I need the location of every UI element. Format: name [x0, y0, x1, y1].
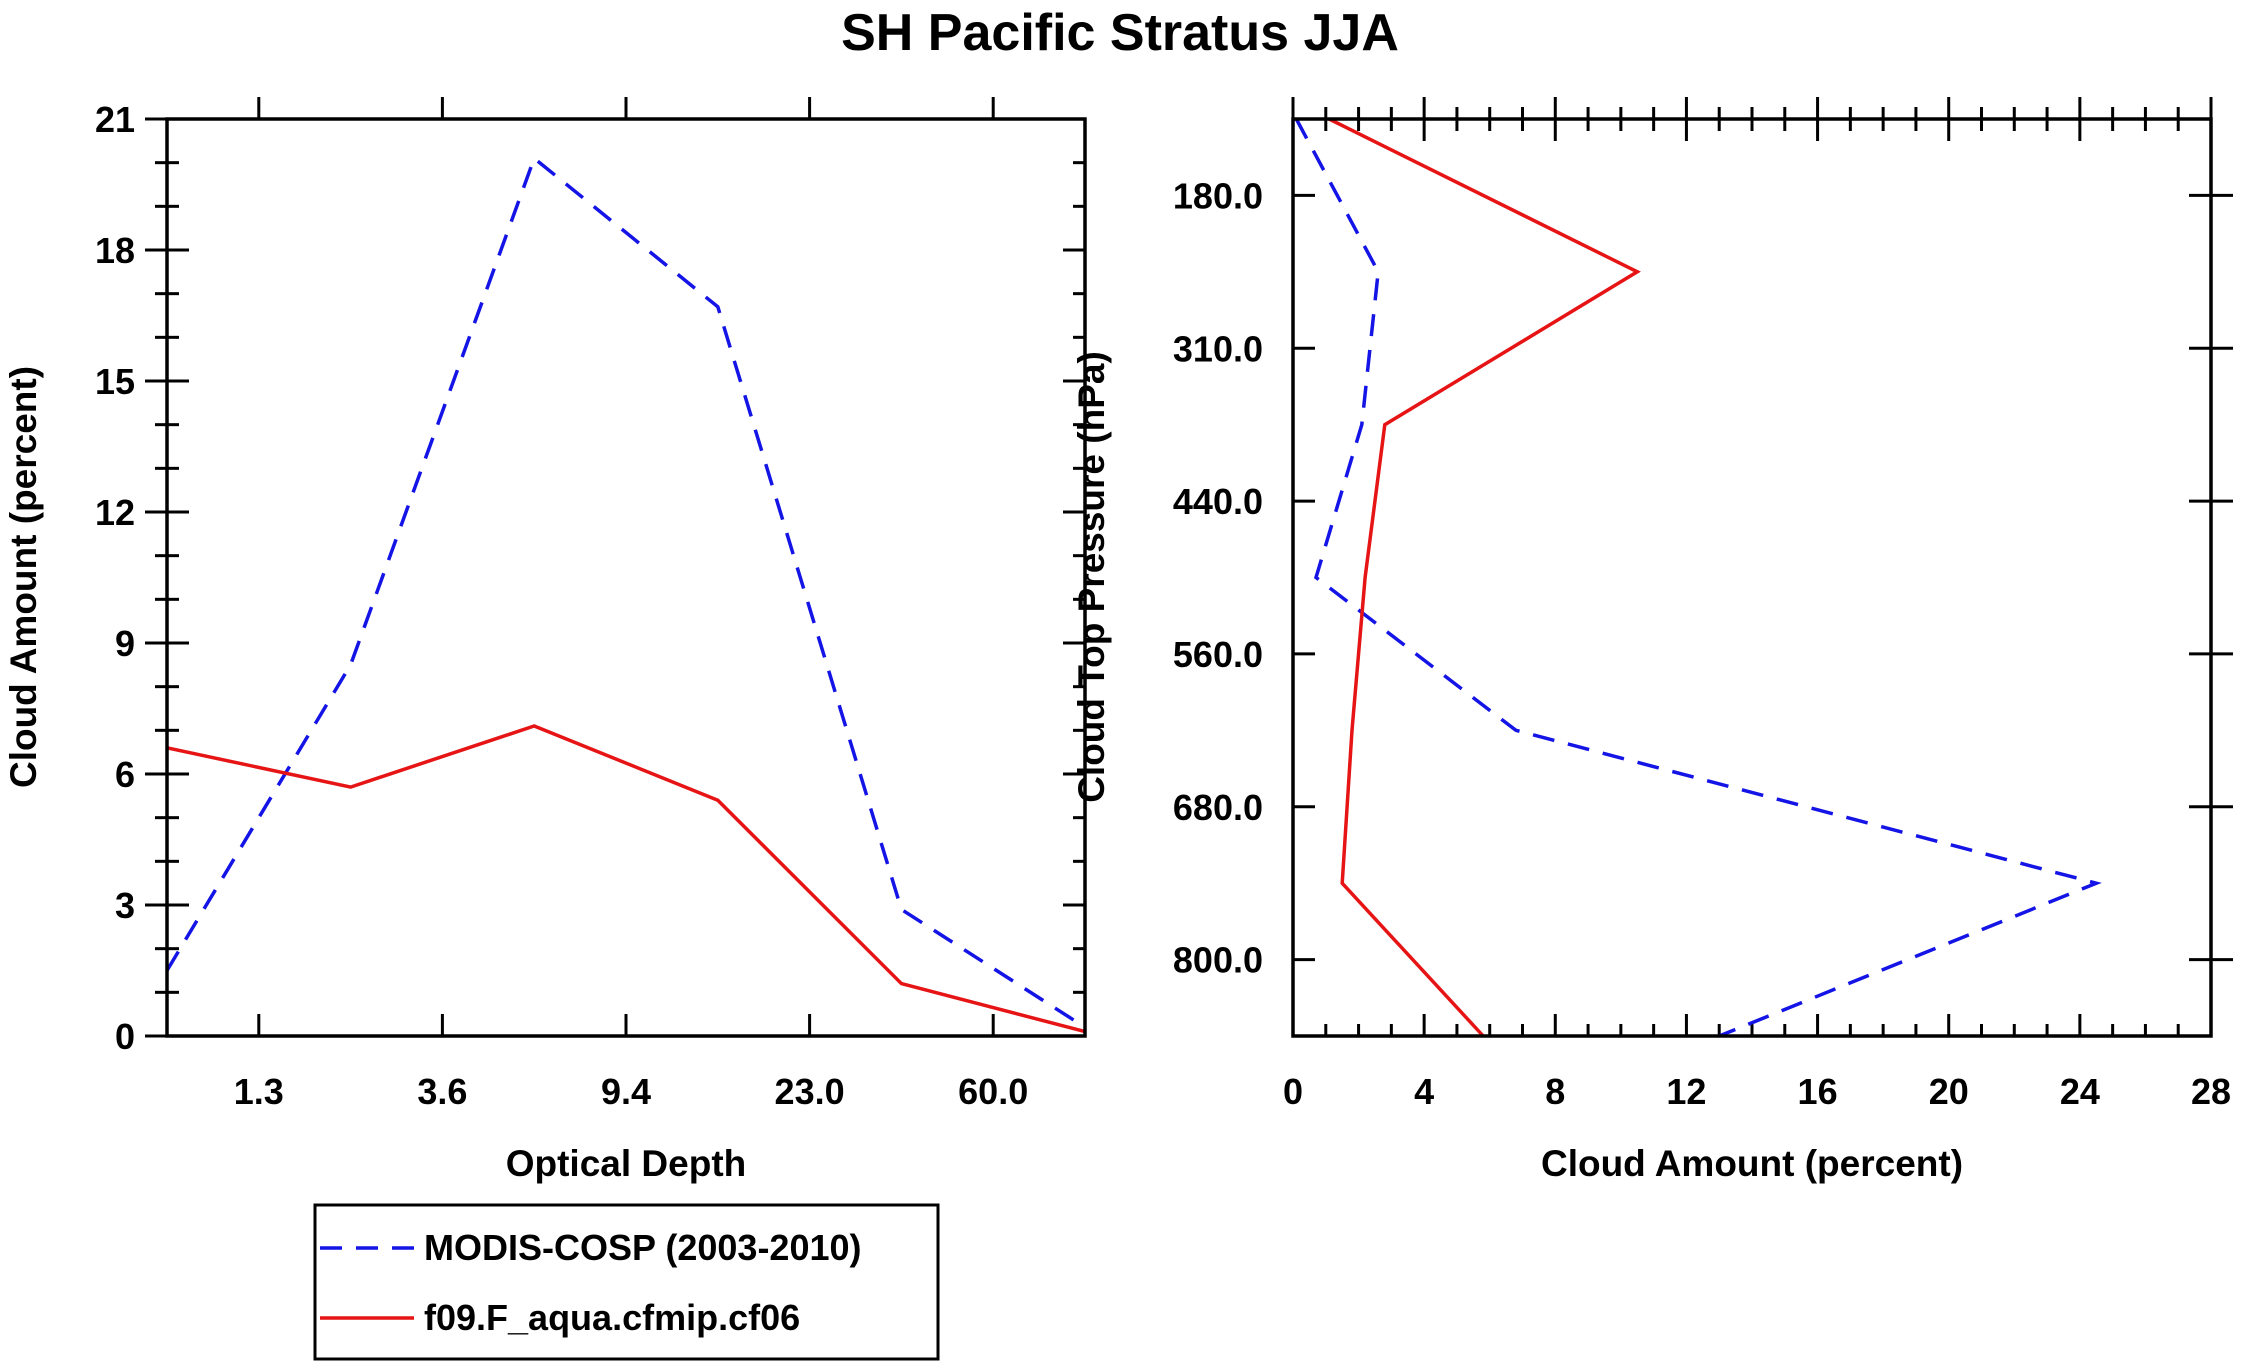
left-x-tick-label: 23.0: [775, 1071, 845, 1112]
left-y-tick-label: 21: [95, 99, 135, 140]
right-x-tick-label: 20: [1929, 1071, 1969, 1112]
left-y-tick-label: 6: [115, 754, 135, 795]
right-x-tick-label: 0: [1283, 1071, 1303, 1112]
right-y-tick-label: 560.0: [1173, 634, 1263, 675]
optical-depth-panel: 0 3 6 9 12 15 18 21 1.3 3.6 9.4 23.0 60.0 Optical De…: [3, 97, 1087, 1184]
right-y-tick-label: 440.0: [1173, 481, 1263, 522]
cloud-top-pressure-panel: 0 4 8 12 16 20 24 28 180.0 310.0 440.0 560.0 680.0 80…: [1071, 97, 2233, 1184]
legend: MODIS-COSP (2003-2010) f09.F_aqua.cfmip.…: [313, 1203, 940, 1361]
right-x-tick-label: 8: [1545, 1071, 1565, 1112]
left-y-tick-label: 15: [95, 361, 135, 402]
left-ticks: [145, 97, 1085, 1038]
right-series-line-1: [1328, 117, 1641, 1038]
legend-box: [313, 1203, 940, 1361]
left-x-tick-label: 9.4: [601, 1071, 651, 1112]
left-x-tick-label: 3.6: [417, 1071, 467, 1112]
right-y-tick-label: 310.0: [1173, 328, 1263, 369]
left-y-tick-label: 3: [115, 885, 135, 926]
right-x-tick-label: 12: [1666, 1071, 1706, 1112]
right-y-axis-label: Cloud Top Pressure (hPa): [1071, 351, 1112, 803]
left-series-line-0: [165, 155, 1086, 1029]
chart-title: SH Pacific Stratus JJA: [841, 4, 1399, 62]
right-y-tick-label: 800.0: [1173, 940, 1263, 981]
left-y-tick-label: 12: [95, 492, 135, 533]
left-y-tick-label: 0: [115, 1016, 135, 1057]
left-y-tick-label: 9: [115, 623, 135, 664]
right-x-tick-label: 28: [2191, 1071, 2231, 1112]
right-x-tick-label: 24: [2060, 1071, 2100, 1112]
left-y-axis-label: Cloud Amount (percent): [3, 366, 44, 788]
right-plot-frame: [1291, 117, 2213, 1038]
left-series-line-1: [166, 724, 1086, 1034]
right-x-tick-label: 16: [1798, 1071, 1838, 1112]
right-y-tick-label: 680.0: [1173, 787, 1263, 828]
right-series: [1294, 117, 2102, 1038]
left-x-tick-label: 60.0: [958, 1071, 1028, 1112]
right-tick-labels: 0 4 8 12 16 20 24 28 180.0 310.0 440.0 560.0 680.0 80…: [1173, 175, 2231, 1112]
legend-label-modis: MODIS-COSP (2003-2010): [424, 1227, 862, 1268]
right-x-axis-label: Cloud Amount (percent): [1541, 1143, 1963, 1184]
right-y-tick-label: 180.0: [1173, 175, 1263, 216]
legend-label-model: f09.F_aqua.cfmip.cf06: [424, 1297, 800, 1338]
left-plot-frame: [165, 117, 1087, 1038]
right-x-tick-label: 4: [1414, 1071, 1434, 1112]
right-ticks: [1291, 97, 2233, 1036]
left-series: [165, 155, 1086, 1034]
left-tick-labels: 0 3 6 9 12 15 18 21 1.3 3.6 9.4 23.0 60.0: [95, 99, 1028, 1112]
left-x-tick-label: 1.3: [234, 1071, 284, 1112]
left-y-tick-label: 18: [95, 230, 135, 271]
right-series-line-0: [1294, 118, 2102, 1038]
left-x-axis-label: Optical Depth: [506, 1143, 747, 1184]
